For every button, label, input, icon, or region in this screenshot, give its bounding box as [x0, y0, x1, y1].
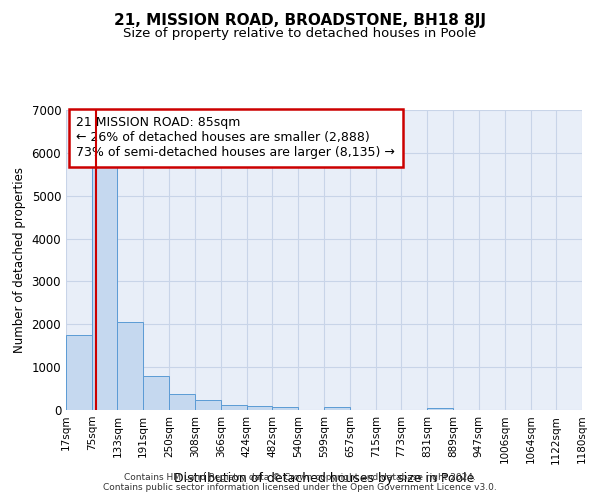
Text: 21 MISSION ROAD: 85sqm
← 26% of detached houses are smaller (2,888)
73% of semi-: 21 MISSION ROAD: 85sqm ← 26% of detached…: [76, 116, 395, 159]
Bar: [169, 394, 195, 410]
Y-axis label: Number of detached properties: Number of detached properties: [13, 167, 26, 353]
Bar: [92, 162, 118, 410]
Text: Size of property relative to detached houses in Poole: Size of property relative to detached ho…: [124, 28, 476, 40]
Text: 21, MISSION ROAD, BROADSTONE, BH18 8JJ: 21, MISSION ROAD, BROADSTONE, BH18 8JJ: [114, 12, 486, 28]
X-axis label: Distribution of detached houses by size in Poole: Distribution of detached houses by size …: [174, 472, 474, 485]
Bar: [247, 406, 272, 410]
Bar: [221, 405, 247, 410]
Bar: [427, 408, 453, 410]
Bar: [324, 408, 350, 410]
Bar: [195, 400, 221, 410]
Text: Contains HM Land Registry data © Crown copyright and database right 2024.
Contai: Contains HM Land Registry data © Crown c…: [103, 473, 497, 492]
Bar: [118, 322, 143, 410]
Bar: [66, 335, 92, 410]
Bar: [143, 376, 169, 410]
Bar: [272, 406, 298, 410]
